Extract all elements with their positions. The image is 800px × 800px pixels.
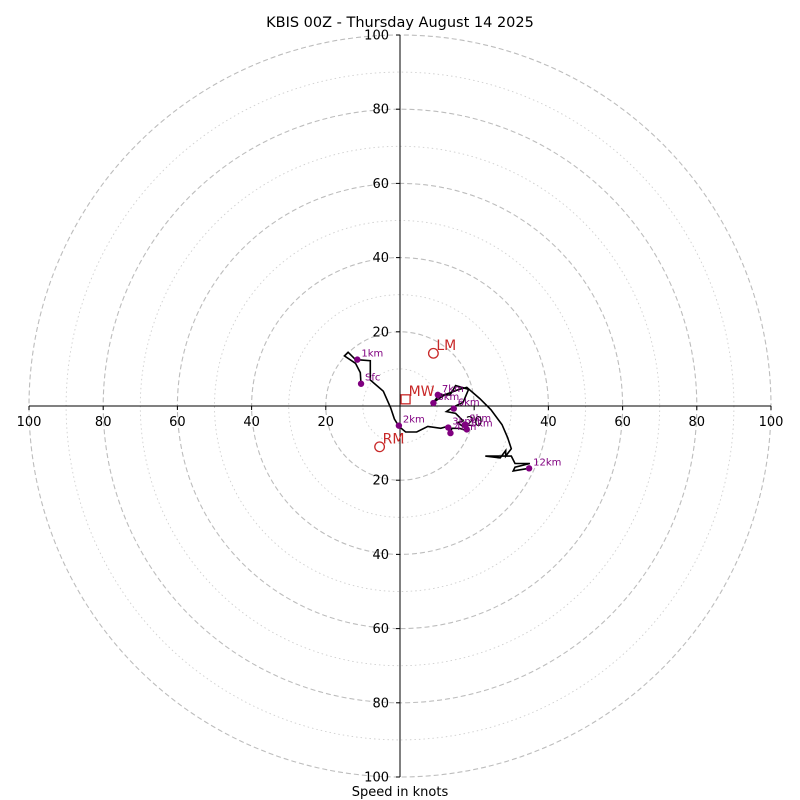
height-label-3km: 3km [452, 417, 474, 428]
height-label-9km: 9km [469, 414, 491, 425]
storm-motion-rm-marker [374, 441, 386, 453]
y-tick-label: 60 [372, 622, 389, 637]
y-tick-label: 100 [364, 29, 389, 44]
height-point-1km [354, 356, 361, 363]
y-tick-label: 20 [372, 474, 389, 489]
height-label-7km: 7km [442, 384, 464, 395]
x-axis-label: Speed in knots [352, 785, 449, 800]
height-point-7km [434, 391, 442, 399]
storm-motion-mw-marker [400, 394, 411, 405]
y-tick-label: 80 [372, 696, 389, 711]
height-label-6km: 6km [458, 398, 480, 409]
x-tick-label: 80 [95, 415, 112, 430]
height-point-2km [395, 422, 403, 429]
height-label-2km: 2km [403, 415, 425, 426]
x-tick-label: 60 [614, 415, 631, 430]
height-markers: Sfc1km2km3km4km5km6km7km8km9km12km [354, 349, 561, 472]
hodograph-trace-group [343, 351, 531, 472]
x-tick-label: 20 [318, 415, 335, 430]
storm-motion-markers: LM MW RM [374, 338, 456, 453]
y-tick-label: 40 [372, 251, 389, 266]
chart-title: KBIS 00Z - Thursday August 14 2025 [266, 15, 534, 31]
y-tick-label: 20 [372, 325, 389, 340]
y-tick-label: 60 [372, 177, 389, 192]
tick-labels: 100 80 60 40 20 20 40 60 80 100 20 40 60 80 100 20 40 60 8… [17, 29, 784, 786]
height-point-12km [525, 465, 533, 472]
height-label-5km: 5km [471, 418, 493, 429]
y-tick-label: 40 [372, 548, 389, 563]
height-point-8km [430, 399, 437, 407]
height-point-5km [463, 426, 470, 433]
y-tick-label: 100 [364, 771, 389, 786]
storm-motion-mw-label: MW [409, 384, 435, 400]
height-point-sfc [357, 380, 365, 387]
height-label-sfc: Sfc [365, 373, 380, 384]
x-tick-label: 80 [689, 415, 706, 430]
storm-motion-lm-marker [427, 347, 439, 359]
height-label-12km: 12km [533, 457, 561, 468]
axes [29, 35, 771, 777]
x-tick-label: 20 [466, 415, 483, 430]
x-tick-label: 40 [243, 415, 260, 430]
height-point-9km [462, 421, 469, 428]
height-point-6km [450, 405, 457, 412]
storm-motion-lm-label: LM [436, 338, 456, 354]
height-point-3km [445, 424, 452, 431]
height-point-4km [447, 429, 454, 437]
hodograph-trace [343, 351, 531, 472]
height-label-1km: 1km [361, 349, 383, 360]
x-tick-label: 60 [169, 415, 186, 430]
height-label-8km: 8km [437, 392, 459, 403]
x-tick-label: 100 [759, 415, 784, 430]
storm-motion-rm-label: RM [383, 431, 405, 447]
y-tick-label: 80 [372, 103, 389, 118]
x-tick-label: 40 [540, 415, 557, 430]
x-tick-label: 100 [17, 415, 42, 430]
